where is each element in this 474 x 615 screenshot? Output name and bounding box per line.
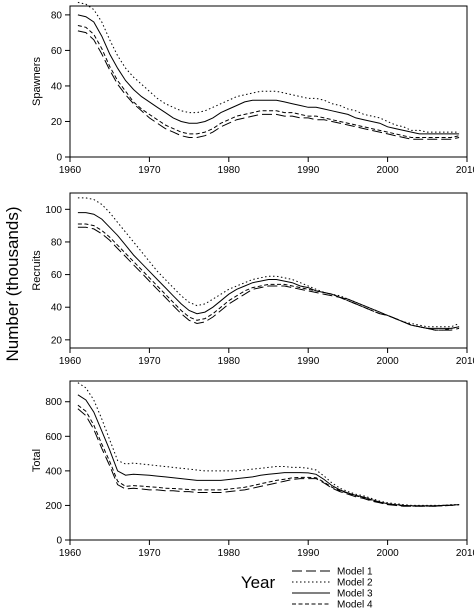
x-tick-label: 1960 <box>59 356 82 367</box>
y-tick-label: 40 <box>51 303 63 314</box>
plot-frame <box>69 380 468 541</box>
x-tick-label: 1990 <box>297 165 320 176</box>
series-line-model-3 <box>77 14 460 135</box>
x-tick-label: 1980 <box>218 548 241 559</box>
x-tick-label: 2000 <box>376 548 399 559</box>
series-line-model-3 <box>77 212 460 329</box>
x-tick-label: 1960 <box>59 165 82 176</box>
chart-panels: 196019701980199020002010020406080Spawner… <box>31 1 474 559</box>
x-tick-label: 1970 <box>138 165 161 176</box>
y-tick-label: 80 <box>51 10 63 21</box>
series-line-model-2 <box>77 382 460 506</box>
legend-item-model-1: Model 1 <box>292 567 373 578</box>
plot-frame <box>69 192 468 349</box>
legend-item-model-4: Model 4 <box>292 600 373 611</box>
panel-y-axis-label: Spawners <box>31 57 43 106</box>
y-tick-label: 200 <box>45 501 62 512</box>
y-tick-label: 20 <box>51 335 63 346</box>
x-tick-label: 1960 <box>59 548 82 559</box>
x-tick-label: 1990 <box>297 356 320 367</box>
x-tick-label: 2000 <box>376 356 399 367</box>
series-line-model-4 <box>77 223 460 331</box>
series-line-model-1 <box>77 30 460 140</box>
series-line-model-4 <box>77 404 460 507</box>
y-tick-label: 800 <box>45 397 62 408</box>
y-tick-label: 20 <box>51 117 63 128</box>
legend-item-model-2: Model 2 <box>292 578 373 589</box>
x-tick-label: 1990 <box>297 548 320 559</box>
y-tick-label: 600 <box>45 432 62 443</box>
y-tick-label: 60 <box>51 270 63 281</box>
y-tick-label: 40 <box>51 81 63 92</box>
x-tick-label: 1980 <box>218 165 241 176</box>
series-line-model-1 <box>77 226 460 331</box>
legend-label: Model 2 <box>337 578 373 589</box>
y-tick-label: 60 <box>51 46 63 57</box>
series-line-model-2 <box>77 1 460 133</box>
panel-y-axis-label: Recruits <box>31 250 43 291</box>
legend-label: Model 1 <box>337 567 373 578</box>
legend-item-model-3: Model 3 <box>292 589 373 600</box>
legend-label: Model 4 <box>337 600 373 611</box>
series-line-model-4 <box>77 25 460 138</box>
x-tick-label: 1980 <box>218 356 241 367</box>
legend-label: Model 3 <box>337 589 373 600</box>
x-tick-label: 2000 <box>376 165 399 176</box>
series-line-model-3 <box>77 394 460 507</box>
y-tick-label: 80 <box>51 237 63 248</box>
plot-frame <box>69 5 468 158</box>
figure-y-axis-label: Number (thousands) <box>3 207 22 362</box>
series-line-model-2 <box>77 197 460 328</box>
y-tick-label: 100 <box>45 205 62 216</box>
y-tick-label: 0 <box>56 536 62 547</box>
figure-x-axis-label: Year <box>241 573 276 592</box>
series-line-model-1 <box>77 408 460 507</box>
y-tick-label: 400 <box>45 466 62 477</box>
y-tick-label: 0 <box>56 153 62 164</box>
x-tick-label: 1970 <box>138 356 161 367</box>
x-tick-label: 1970 <box>138 548 161 559</box>
panel-y-axis-label: Total <box>31 449 43 472</box>
